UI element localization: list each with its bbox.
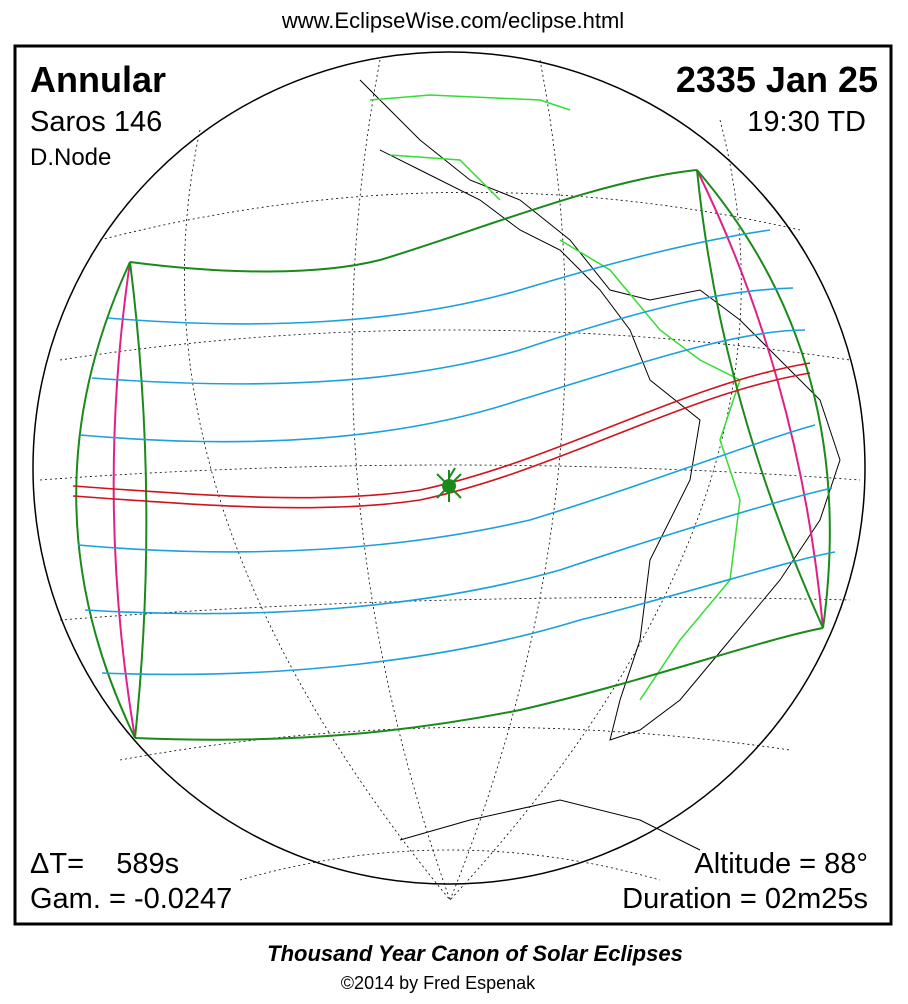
central-path (72, 362, 811, 509)
greatest-eclipse (436, 467, 462, 502)
globe (32, 51, 866, 901)
borders (369, 94, 741, 701)
gamma: Gam. = -0.0247 (30, 883, 232, 915)
limits (75, 169, 831, 741)
time: 19:30 TD (747, 106, 866, 138)
frame (13, 44, 893, 926)
graticule (39, 59, 861, 901)
delta-t: ΔT= 589s (30, 848, 179, 880)
footer-title: Thousand Year Canon of Solar Eclipses (267, 941, 683, 966)
coastlines (359, 79, 841, 851)
node: D.Node (30, 144, 111, 171)
duration: Duration = 02m25s (622, 883, 868, 915)
url: www.EclipseWise.com/eclipse.html (281, 8, 624, 33)
credit: ©2014 by Fred Espenak (341, 973, 536, 993)
isolines (77, 229, 836, 676)
saros: Saros 146 (30, 106, 162, 138)
eclipse-type: Annular (30, 59, 166, 100)
date: 2335 Jan 25 (676, 59, 878, 100)
altitude: Altitude = 88° (694, 848, 868, 880)
